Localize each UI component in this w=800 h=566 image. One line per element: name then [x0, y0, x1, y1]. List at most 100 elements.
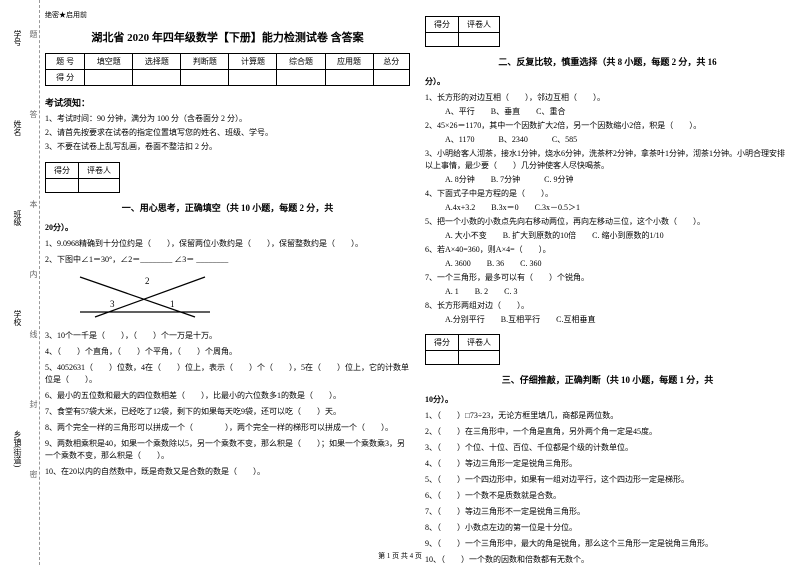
grader-cell: 评卷人	[79, 162, 120, 178]
q8: 8、两个完全一样的三角形可以拼成一个（ ），两个完全一样的梯形可以拼成一个（ ）…	[45, 422, 410, 434]
q3: 3、10个一千是（ ），（ ）个一万是十万。	[45, 330, 410, 342]
s3q3: 3、（ ）个位、十位、百位、千位都是个级的计数单位。	[425, 442, 790, 454]
q7: 7、食堂有57袋大米，已经吃了12袋，剩下的如果每天吃9袋，还可以吃（ ）天。	[45, 406, 410, 418]
td[interactable]	[277, 70, 325, 86]
table-row: 题 号 填空题 选择题 判断题 计算题 综合题 应用题 总分	[46, 54, 410, 70]
td[interactable]	[181, 70, 229, 86]
s2q8: 8、长方形两组对边（ ）。	[425, 300, 790, 312]
seal-char: 内	[28, 270, 39, 278]
blank[interactable]	[46, 178, 79, 192]
section-2-cont: 分）。	[425, 76, 790, 88]
td[interactable]	[133, 70, 181, 86]
side-label-name: 姓名	[12, 120, 23, 136]
td[interactable]	[373, 70, 409, 86]
page-footer: 第 1 页 共 4 页	[0, 551, 800, 561]
seal-char: 线	[28, 330, 39, 338]
s2q5: 5、把一个小数的小数点先向右移动两位，再向左移动三位，这个小数（ ）。	[425, 216, 790, 228]
th: 判断题	[181, 54, 229, 70]
s3q1: 1、（ ）□73÷23，无论方框里填几，商都是两位数。	[425, 410, 790, 422]
score-cell: 得分	[426, 335, 459, 351]
s2q2-opts: A、1170 B、2340 C、585	[445, 134, 790, 146]
s2q4: 4、下面式子中是方程的是（ ）。	[425, 188, 790, 200]
exam-notice: 考试须知： 1、考试时间：90 分钟，满分为 100 分（含卷面分 2 分）。 …	[45, 92, 410, 156]
s2q7-opts: A. 1 B. 2 C. 3	[445, 286, 790, 298]
notice-item: 1、考试时间：90 分钟，满分为 100 分（含卷面分 2 分）。	[45, 113, 410, 124]
th: 综合题	[277, 54, 325, 70]
td: 得 分	[46, 70, 85, 86]
angle-figure: 2 3 1	[75, 272, 410, 324]
score-cell: 得分	[46, 162, 79, 178]
notice-item: 2、请首先按要求在试卷的指定位置填写您的姓名、班级、学号。	[45, 127, 410, 138]
blank[interactable]	[79, 178, 120, 192]
left-column: 绝密★启用前 湖北省 2020 年四年级数学【下册】能力检测试卷 含答案 题 号…	[45, 10, 410, 545]
s2q3: 3、小明给客人沏茶，接水1分钟，烧水6分钟，洗茶杯2分钟，拿茶叶1分钟，沏茶1分…	[425, 148, 790, 172]
page-content: 绝密★启用前 湖北省 2020 年四年级数学【下册】能力检测试卷 含答案 题 号…	[45, 10, 790, 545]
th: 计算题	[229, 54, 277, 70]
th: 总分	[373, 54, 409, 70]
s2q2: 2、45×26＝1170，其中一个因数扩大2倍，另一个因数缩小2倍，积是（ ）。	[425, 120, 790, 132]
s2q5-opts: A. 大小不变 B. 扩大到原数的10倍 C. 缩小到原数的1/10	[445, 230, 790, 242]
section-3-head: 得分 评卷人	[425, 334, 790, 365]
angle-label-2: 2	[145, 276, 150, 286]
s3q6: 6、（ ）一个数不是质数就是合数。	[425, 490, 790, 502]
score-table: 题 号 填空题 选择题 判断题 计算题 综合题 应用题 总分 得 分	[45, 53, 410, 86]
section-1-title: 一、用心思考，正确填空（共 10 小题，每题 2 分，共	[45, 201, 410, 214]
q5: 5、4052631（ ）位数，4在（ ）位上，表示（ ）个（ ），5在（ ）位上…	[45, 362, 410, 386]
th: 选择题	[133, 54, 181, 70]
q9: 9、两数相乘积是40，如果一个乘数除以5，另一个乘数不变，那么积是（ ）；如果一…	[45, 438, 410, 462]
grader-cell: 评卷人	[459, 335, 500, 351]
s2q8-opts: A.分别平行 B.互相平行 C.互相垂直	[445, 314, 790, 326]
section-3-title: 三、仔细推敲，正确判断（共 10 小题，每题 1 分，共	[425, 373, 790, 386]
side-label-school: 学校	[12, 310, 23, 326]
section-1-cont: 20分）。	[45, 222, 410, 234]
s3q9: 9、（ ）一个三角形中，最大的角是锐角，那么这个三角形一定是锐角三角形。	[425, 538, 790, 550]
q10: 10、在20以内的自然数中，既是奇数又是合数的数是（ ）。	[45, 466, 410, 478]
notice-heading: 考试须知：	[45, 96, 410, 109]
seal-char: 密	[28, 470, 39, 478]
td[interactable]	[325, 70, 373, 86]
s3q4: 4、（ ）等边三角形一定是锐角三角形。	[425, 458, 790, 470]
exam-title: 湖北省 2020 年四年级数学【下册】能力检测试卷 含答案	[45, 29, 410, 45]
section-2-head: 得分 评卷人	[425, 16, 790, 47]
section-3-cont: 10分）。	[425, 394, 790, 406]
score-cell: 得分	[426, 17, 459, 33]
seal-char: 封	[28, 400, 39, 408]
secret-mark: 绝密★启用前	[45, 10, 410, 20]
th: 填空题	[85, 54, 133, 70]
blank[interactable]	[426, 351, 459, 365]
side-label-town: 乡镇(街道)	[12, 430, 23, 467]
right-column: 得分 评卷人 二、反复比较，慎重选择（共 8 小题，每题 2 分，共 16 分）…	[425, 10, 790, 545]
seal-char: 本	[28, 200, 39, 208]
th: 题 号	[46, 54, 85, 70]
s2q6-opts: A. 3600 B. 36 C. 360	[445, 258, 790, 270]
s2q6: 6、若A×40=360，则A×4=（ ）。	[425, 244, 790, 256]
td[interactable]	[85, 70, 133, 86]
s3q2: 2、（ ）在三角形中，一个角是直角，另外两个角一定是45度。	[425, 426, 790, 438]
s3q8: 8、（ ）小数点左边的第一位是十分位。	[425, 522, 790, 534]
s2q1: 1、长方形的对边互相（ ），邻边互相（ ）。	[425, 92, 790, 104]
binding-margin: 学号 姓名 班级 学校 乡镇(街道) 题 答 本 内 线 封 密	[0, 0, 40, 565]
s2q1-opts: A、平行 B、垂直 C、重合	[445, 106, 790, 118]
td[interactable]	[229, 70, 277, 86]
s3q5: 5、（ ）一个四边形中，如果有一组对边平行，这个四边形一定是梯形。	[425, 474, 790, 486]
table-row: 得 分	[46, 70, 410, 86]
grader-cell: 评卷人	[459, 17, 500, 33]
q4: 4、（ ）个直角，（ ）个平角，（ ）个周角。	[45, 346, 410, 358]
notice-item: 3、不要在试卷上乱写乱画，卷面不整洁扣 2 分。	[45, 141, 410, 152]
angle-label-3: 3	[110, 299, 115, 309]
seal-char: 题	[28, 30, 39, 38]
angle-label-1: 1	[170, 299, 175, 309]
seal-char: 答	[28, 110, 39, 118]
s3q7: 7、（ ）等边三角形不一定是锐角三角形。	[425, 506, 790, 518]
side-label-number: 学号	[12, 30, 23, 46]
q1: 1、9.0968精确到十分位约是（ ），保留两位小数约是（ ），保留整数约是（ …	[45, 238, 410, 250]
s2q4-opts: A.4x+3.2 B.3x＝0 C.3x－0.5＞1	[445, 202, 790, 214]
s2q7: 7、一个三角形，最多可以有（ ）个锐角。	[425, 272, 790, 284]
blank[interactable]	[426, 33, 459, 47]
blank[interactable]	[459, 33, 500, 47]
s2q3-opts: A. 8分钟 B. 7分钟 C. 9分钟	[445, 174, 790, 186]
section-2-title: 二、反复比较，慎重选择（共 8 小题，每题 2 分，共 16	[425, 55, 790, 68]
q2: 2、下图中∠1＝30°，∠2＝________ ∠3＝ ________	[45, 254, 410, 266]
side-label-class: 班级	[12, 210, 23, 226]
blank[interactable]	[459, 351, 500, 365]
